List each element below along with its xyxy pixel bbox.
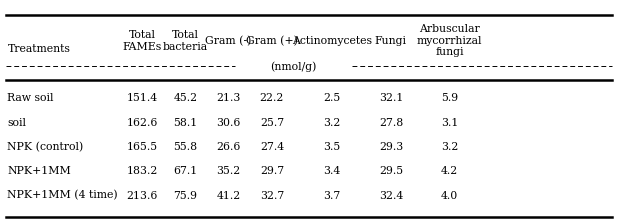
- Text: 75.9: 75.9: [174, 191, 197, 201]
- Text: 58.1: 58.1: [173, 118, 198, 128]
- Text: 3.2: 3.2: [323, 118, 341, 128]
- Text: NPK+1MM (4 time): NPK+1MM (4 time): [7, 191, 118, 201]
- Text: 32.4: 32.4: [379, 191, 403, 201]
- Text: 45.2: 45.2: [173, 93, 198, 103]
- Text: Gram (+): Gram (+): [246, 36, 298, 46]
- Text: 165.5: 165.5: [127, 142, 158, 152]
- Text: Fungi: Fungi: [375, 36, 407, 46]
- Text: 32.7: 32.7: [260, 191, 284, 201]
- Text: 213.6: 213.6: [127, 191, 158, 201]
- Text: 67.1: 67.1: [173, 166, 198, 176]
- Text: (nmol/g): (nmol/g): [270, 61, 317, 72]
- Text: NPK (control): NPK (control): [7, 142, 83, 152]
- Text: 3.1: 3.1: [441, 118, 459, 128]
- Text: 35.2: 35.2: [216, 166, 241, 176]
- Text: 29.3: 29.3: [379, 142, 403, 152]
- Text: 3.2: 3.2: [441, 142, 459, 152]
- Text: Treatments: Treatments: [7, 44, 70, 54]
- Text: soil: soil: [7, 118, 27, 128]
- Text: Total
FAMEs: Total FAMEs: [122, 30, 162, 52]
- Text: 55.8: 55.8: [173, 142, 198, 152]
- Text: 5.9: 5.9: [441, 93, 458, 103]
- Text: 22.2: 22.2: [260, 93, 284, 103]
- Text: 29.7: 29.7: [260, 166, 284, 176]
- Text: 183.2: 183.2: [127, 166, 158, 176]
- Text: NPK+1MM: NPK+1MM: [7, 166, 71, 176]
- Text: Total
bacteria: Total bacteria: [163, 30, 208, 52]
- Text: 41.2: 41.2: [216, 191, 241, 201]
- Text: 27.4: 27.4: [260, 142, 284, 152]
- Text: 2.5: 2.5: [324, 93, 341, 103]
- Text: 4.2: 4.2: [441, 166, 458, 176]
- Text: 3.4: 3.4: [324, 166, 341, 176]
- Text: 29.5: 29.5: [379, 166, 403, 176]
- Text: 30.6: 30.6: [216, 118, 241, 128]
- Text: Gram (-): Gram (-): [205, 36, 252, 46]
- Text: Arbuscular
mycorrhizal
fungi: Arbuscular mycorrhizal fungi: [417, 24, 482, 57]
- Text: 32.1: 32.1: [379, 93, 403, 103]
- Text: 27.8: 27.8: [379, 118, 403, 128]
- Text: Actinomycetes: Actinomycetes: [292, 36, 372, 46]
- Text: 26.6: 26.6: [216, 142, 241, 152]
- Text: 162.6: 162.6: [127, 118, 158, 128]
- Text: 4.0: 4.0: [441, 191, 458, 201]
- Text: Raw soil: Raw soil: [7, 93, 54, 103]
- Text: 25.7: 25.7: [260, 118, 284, 128]
- Text: 3.7: 3.7: [324, 191, 341, 201]
- Text: 151.4: 151.4: [127, 93, 158, 103]
- Text: 21.3: 21.3: [216, 93, 241, 103]
- Text: 3.5: 3.5: [324, 142, 341, 152]
